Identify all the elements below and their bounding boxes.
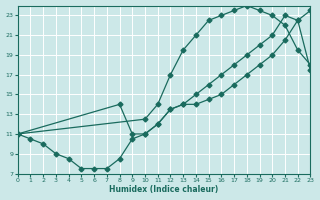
X-axis label: Humidex (Indice chaleur): Humidex (Indice chaleur)	[109, 185, 219, 194]
